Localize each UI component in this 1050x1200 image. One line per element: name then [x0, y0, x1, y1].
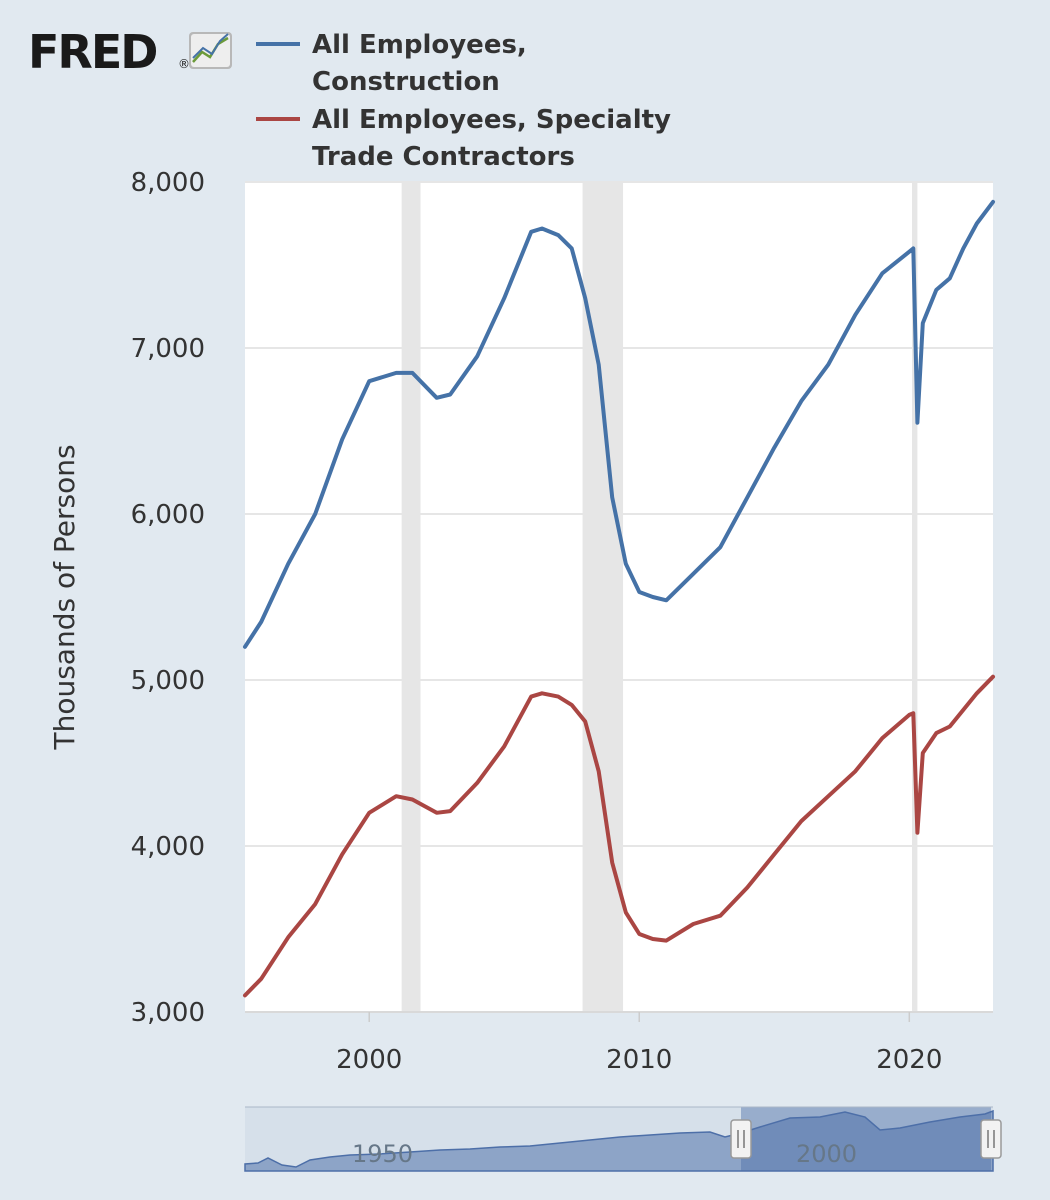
x-axis-ticks: 2000 2010 2020 [245, 1011, 993, 1075]
y-tick-label-8000: 8,000 [131, 168, 205, 198]
y-tick-label-7000: 7,000 [131, 334, 205, 364]
navigator-series-area [244, 1109, 994, 1172]
navigator-tick-1950: 1950 [352, 1140, 413, 1168]
fred-registered-mark: ® [178, 57, 190, 71]
y-axis-label: Thousands of Persons [48, 444, 81, 750]
y-tick-label-3000: 3,000 [131, 998, 205, 1028]
navigator-handle-right[interactable] [980, 1119, 1002, 1159]
navigator-tick-2000: 2000 [796, 1140, 857, 1168]
legend-item-construction[interactable]: All Employees, Construction [256, 30, 527, 97]
legend-label-specialty: All Employees, Specialty [312, 105, 671, 135]
x-tick-label-2010: 2010 [606, 1045, 672, 1075]
recession-band-0 [401, 182, 421, 1012]
fred-logo-text: FRED [28, 25, 156, 79]
navigator-selection[interactable] [741, 1107, 991, 1171]
series-line-construction [243, 199, 995, 649]
fred-chart-icon [189, 32, 232, 69]
legend-item-specialty[interactable]: All Employees, Specialty Trade Contracto… [256, 105, 671, 172]
legend-label-construction-line2: Construction [312, 67, 500, 97]
x-tick-label-2020: 2020 [876, 1045, 942, 1075]
fred-logo[interactable]: FRED ® [28, 25, 232, 79]
y-axis-ticks: 3,000 4,000 5,000 6,000 7,000 8,000 [131, 168, 205, 1028]
series-lines [243, 199, 995, 998]
y-tick-label-6000: 6,000 [131, 500, 205, 530]
series-line-specialty-trade [243, 674, 995, 998]
legend: All Employees, Construction All Employee… [256, 30, 671, 172]
recession-band-2 [911, 182, 918, 1012]
y-tick-label-4000: 4,000 [131, 832, 205, 862]
legend-label-specialty-line2: Trade Contractors [312, 142, 575, 172]
legend-label-construction: All Employees, [312, 30, 527, 60]
navigator[interactable]: 1950 2000 [244, 1106, 1002, 1172]
navigator-handle-left[interactable] [730, 1119, 752, 1159]
y-tick-label-5000: 5,000 [131, 666, 205, 696]
x-tick-label-2000: 2000 [336, 1045, 402, 1075]
